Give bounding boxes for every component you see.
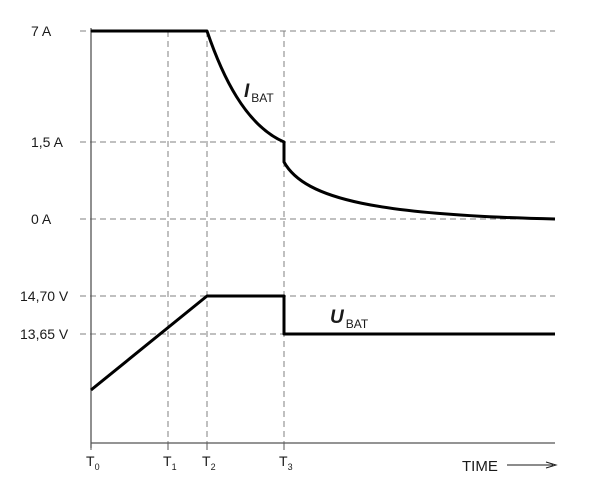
- voltage-curve: [90, 294, 555, 392]
- label-t2: T2: [202, 453, 216, 472]
- vertical-grid: [167, 31, 285, 443]
- label-14-70v: 14,70 V: [20, 288, 69, 304]
- label-t1: T1: [163, 453, 177, 472]
- horizontal-grid: [80, 30, 555, 335]
- label-0a: 0 A: [31, 211, 52, 227]
- time-labels: T0 T1 T2 T3 TIME: [86, 453, 558, 475]
- time-arrow-head: [545, 461, 558, 469]
- label-7a: 7 A: [31, 23, 52, 39]
- label-t3: T3: [279, 453, 293, 472]
- label-1-5a: 1,5 A: [31, 134, 64, 150]
- current-curve: [91, 29, 556, 221]
- label-13-65v: 13,65 V: [20, 326, 69, 342]
- axes: [90, 28, 555, 450]
- y-axis-labels: 7 A 1,5 A 0 A 14,70 V 13,65 V: [20, 23, 69, 342]
- time-axis-label: TIME: [462, 458, 498, 475]
- current-curve-label: I BAT: [244, 81, 274, 105]
- label-t0: T0: [86, 453, 100, 472]
- voltage-curve-label: U BAT: [330, 307, 369, 331]
